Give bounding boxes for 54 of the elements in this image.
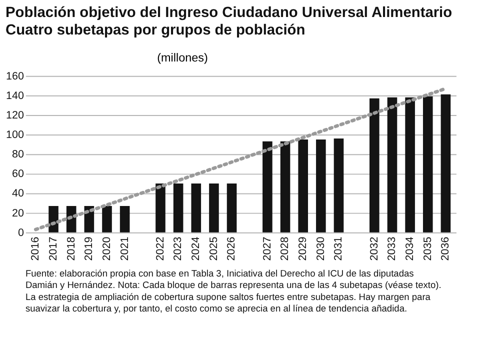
bar xyxy=(422,96,433,232)
x-tick-label: 2035 xyxy=(422,236,434,261)
y-tick-label: 100 xyxy=(6,128,24,141)
x-tick-label: 2031 xyxy=(332,236,345,261)
x-tick-label: 2021 xyxy=(118,236,131,261)
bar xyxy=(387,97,398,232)
y-tick-label: 80 xyxy=(12,148,24,161)
y-tick-label: 120 xyxy=(6,109,24,122)
x-tick-label: 2030 xyxy=(314,236,327,261)
bar xyxy=(120,206,130,232)
bar xyxy=(334,138,344,232)
bar xyxy=(262,141,272,232)
x-tick-label: 2033 xyxy=(386,236,398,261)
bar xyxy=(191,183,202,232)
y-tick-label: 60 xyxy=(12,168,24,180)
bar xyxy=(440,94,451,232)
x-tick-label: 2026 xyxy=(226,236,238,261)
y-tick-label: 20 xyxy=(12,207,24,220)
x-tick-label: 2023 xyxy=(172,236,184,261)
bar xyxy=(405,97,415,232)
x-tick-label: 2022 xyxy=(154,236,166,261)
x-tick-label: 2029 xyxy=(297,236,310,261)
bar xyxy=(102,206,112,232)
bar xyxy=(209,183,219,232)
bar xyxy=(298,139,308,232)
bar xyxy=(173,183,184,232)
text: Damián y Hernández. Nota: Cada bloque de barras representa una de las 4 subetapas (véase texto). xyxy=(25,280,442,290)
bar xyxy=(156,183,166,232)
bar xyxy=(280,141,290,232)
x-tick-label: 2016 xyxy=(30,236,42,261)
y-tick-label: 160 xyxy=(6,70,24,82)
x-tick-label: 2018 xyxy=(65,236,78,261)
x-tick-label: 2025 xyxy=(208,236,220,261)
y-tick-label: 0 xyxy=(18,226,24,239)
y-tick-label: 40 xyxy=(12,188,24,200)
chart-title: Población objetivo del Ingreso Ciudadano Universal Alimentario xyxy=(6,5,452,22)
x-tick-label: 2027 xyxy=(261,236,274,261)
x-tick-label: 2020 xyxy=(100,236,113,261)
x-tick-label: 2036 xyxy=(440,236,452,261)
chart-subtitle: Cuatro subetapas por grupos de población xyxy=(6,22,306,39)
x-tick-label: 2019 xyxy=(83,236,96,261)
x-tick-label: 2024 xyxy=(190,236,202,261)
x-tick-label: 2034 xyxy=(404,236,416,261)
x-tick-label: 2017 xyxy=(47,236,60,261)
text: suavizar la cobertura y, por tanto, el costo como se aprecia en al línea de tendencia añadida. xyxy=(25,304,408,314)
source-note: Fuente: elaboración propia con base en Tabla 3, Iniciativa del Derecho al ICU de las diputadas xyxy=(25,268,414,278)
text: La estrategia de ampliación de cobertura supone saltos fuertes entre subetapas. Hay margen para xyxy=(25,292,432,302)
bar xyxy=(370,98,380,232)
bar xyxy=(316,139,326,232)
y-tick-label: 140 xyxy=(6,90,24,102)
y-axis-title: (millones) xyxy=(157,52,208,65)
x-tick-label: 2028 xyxy=(279,236,292,261)
bar xyxy=(226,183,237,232)
x-tick-label: 2032 xyxy=(368,236,380,261)
